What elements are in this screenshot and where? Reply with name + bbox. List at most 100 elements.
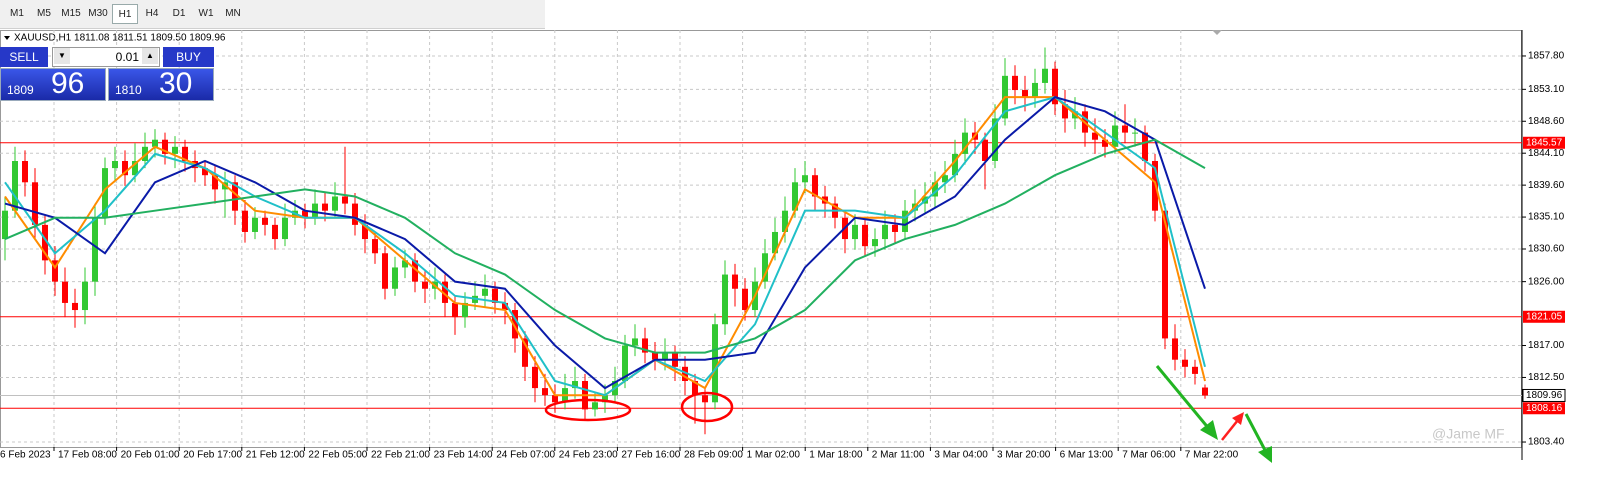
- ellipse-annotation: [680, 391, 734, 423]
- candle-body: [522, 338, 528, 367]
- x-tick-label: 6 Mar 13:00: [1060, 450, 1114, 461]
- candle-body: [632, 338, 638, 346]
- buy-price-big-figure: 1810: [115, 83, 142, 97]
- candle-body: [152, 139, 158, 147]
- candle-body: [302, 210, 308, 218]
- chart-title: XAUUSD,H1 1811.08 1811.51 1809.50 1809.9…: [14, 33, 226, 44]
- candle-body: [732, 274, 738, 289]
- candle-body: [512, 310, 518, 339]
- candle-body: [742, 288, 748, 311]
- candle-body: [212, 175, 218, 190]
- candle-body: [92, 217, 98, 282]
- timeframe-button[interactable]: H4: [145, 8, 159, 19]
- arrow-head: [1200, 420, 1218, 440]
- candle-body: [52, 260, 58, 282]
- candle-body: [572, 381, 578, 389]
- timeframe-toolbar: M1 M5 M15 M30 H1 H4 D1 W1 MN: [0, 0, 545, 29]
- candle-body: [42, 224, 48, 261]
- candle-body: [722, 274, 728, 325]
- candle-body: [662, 352, 668, 360]
- arrow-head: [1258, 446, 1272, 463]
- sell-price-pips: 96: [51, 67, 85, 100]
- arrow-annotation: [1155, 365, 1212, 431]
- candle-body: [232, 182, 238, 211]
- lot-up[interactable]: ▲: [142, 48, 158, 64]
- shift-marker: [1212, 30, 1222, 35]
- trade-panel: SELL 0.01 ▼ ▲ BUY 1809 96 1810 30: [0, 47, 214, 101]
- candle-body: [312, 203, 318, 218]
- candle-body: [1102, 139, 1108, 147]
- x-tick-label: 28 Feb 09:00: [684, 450, 743, 461]
- level-label-box: [1523, 402, 1565, 415]
- lot-field[interactable]: 0.01: [52, 47, 160, 67]
- sell-price[interactable]: 1809 96: [0, 67, 106, 101]
- level-label-box: [1523, 310, 1565, 323]
- candle-body: [882, 224, 888, 240]
- ellipse-annotation: [544, 398, 632, 422]
- buy-price-pips: 30: [159, 67, 193, 100]
- candle-body: [552, 395, 558, 403]
- arrow-head: [1232, 412, 1244, 425]
- x-tick-label: 7 Mar 06:00: [1122, 450, 1176, 461]
- candle-body: [162, 139, 168, 154]
- lot-down[interactable]: ▼: [54, 48, 70, 64]
- candle-body: [492, 288, 498, 303]
- candle-body: [592, 402, 598, 410]
- candle-body: [1092, 132, 1098, 140]
- timeframe-button[interactable]: H1: [112, 4, 138, 24]
- candle-body: [202, 168, 208, 176]
- candle-body: [382, 253, 388, 289]
- candle-body: [962, 132, 968, 154]
- candle-body: [932, 182, 938, 197]
- x-tick-label: 22 Feb 05:00: [308, 450, 367, 461]
- candle-body: [1062, 104, 1068, 119]
- y-tick-label: 1830.60: [1528, 244, 1565, 255]
- candle-body: [1122, 125, 1128, 133]
- moving-average: [4, 96, 1206, 390]
- candle-body: [1202, 387, 1208, 396]
- candle-body: [452, 302, 458, 318]
- candle-body: [1042, 68, 1048, 83]
- candle-body: [1182, 359, 1188, 367]
- timeframe-button[interactable]: D1: [172, 8, 186, 19]
- y-tick-label: 1826.00: [1528, 276, 1565, 287]
- x-tick-label: 22 Feb 21:00: [371, 450, 430, 461]
- candle-body: [402, 260, 408, 268]
- x-tick-label: 3 Mar 20:00: [997, 450, 1051, 461]
- candle-body: [122, 161, 128, 176]
- candle-body: [782, 210, 788, 232]
- candle-body: [442, 281, 448, 303]
- timeframe-button[interactable]: M30: [88, 8, 108, 19]
- x-tick-label: 20 Feb 01:00: [121, 450, 180, 461]
- candle-body: [1172, 338, 1178, 360]
- candle-body: [1142, 132, 1148, 162]
- candle-body: [1132, 132, 1138, 134]
- timeframe-button[interactable]: W1: [198, 8, 214, 19]
- candle-body: [792, 182, 798, 211]
- timeframe-button[interactable]: MN: [225, 8, 241, 19]
- candle-body: [802, 175, 808, 183]
- x-tick-label: 3 Mar 04:00: [934, 450, 988, 461]
- candle-body: [362, 224, 368, 240]
- candle-body: [182, 146, 188, 162]
- candle-body: [642, 338, 648, 353]
- x-tick-label: 17 Feb 08:00: [58, 450, 117, 461]
- buy-button[interactable]: BUY: [163, 47, 214, 67]
- timeframe-button[interactable]: M1: [10, 8, 24, 19]
- timeframe-button[interactable]: M5: [37, 8, 51, 19]
- candle-body: [352, 203, 358, 225]
- sell-button[interactable]: SELL: [0, 47, 48, 67]
- timeframe-button[interactable]: M15: [61, 8, 81, 19]
- candle-body: [902, 210, 908, 232]
- x-tick-label: 1 Mar 18:00: [809, 450, 863, 461]
- moving-average: [4, 96, 1206, 397]
- x-tick-label: 2 Mar 11:00: [872, 450, 925, 461]
- candle-body: [132, 161, 138, 176]
- buy-price[interactable]: 1810 30: [108, 67, 214, 101]
- candle-body: [682, 366, 688, 382]
- y-tick-label: 1844.10: [1528, 148, 1565, 159]
- candle-body: [242, 210, 248, 232]
- candle-body: [112, 161, 118, 169]
- candle-body: [1112, 125, 1118, 147]
